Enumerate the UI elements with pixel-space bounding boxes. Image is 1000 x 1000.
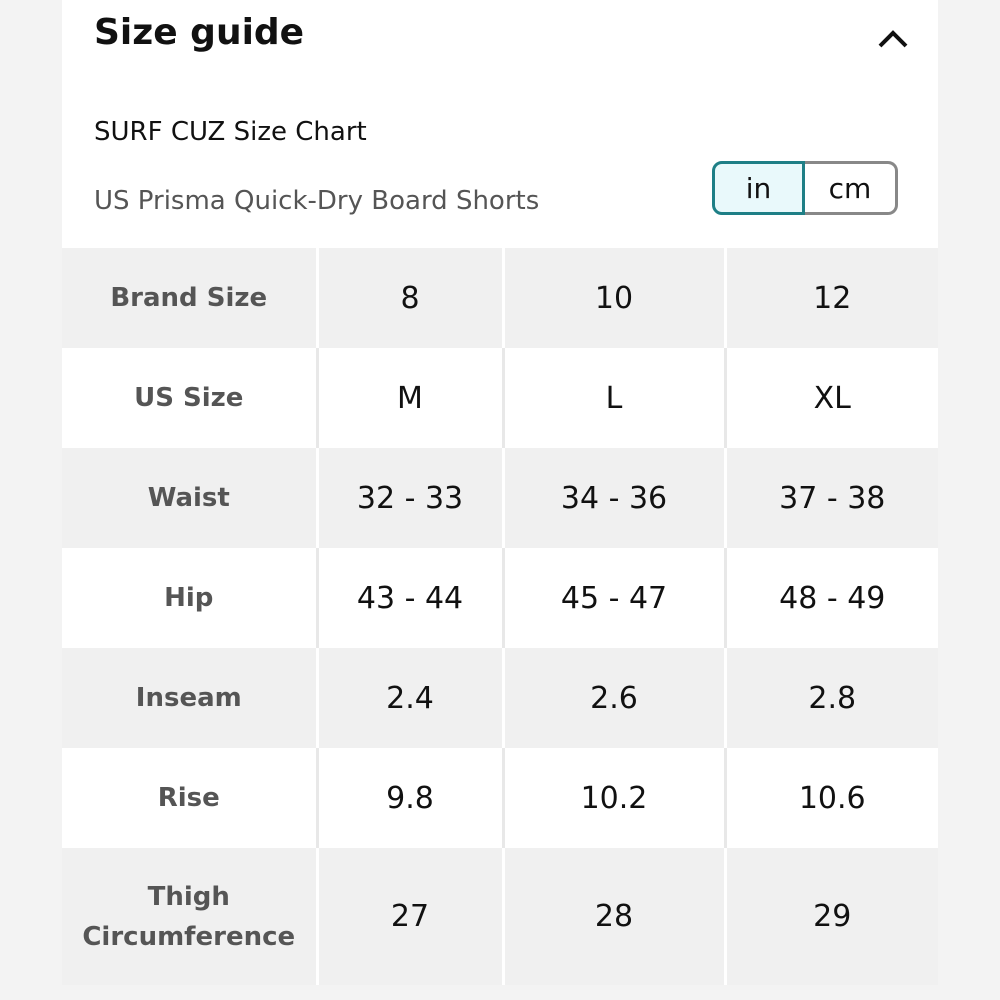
table-row: Brand Size 8 10 12 [62,248,938,348]
table-row: Hip 43 - 44 45 - 47 48 - 49 [62,548,938,648]
table-row: Rise 9.8 10.2 10.6 [62,748,938,848]
cell: L [503,348,727,448]
cell: XL [725,348,938,448]
cell: 12 [725,248,938,348]
row-label: Thigh Circumference [62,848,319,985]
table-row: US Size M L XL [62,348,938,448]
row-label: Rise [62,748,319,848]
cell: 2.4 [317,648,505,748]
cell: 34 - 36 [503,448,727,548]
cell: 29 [725,848,938,985]
cell: 10.6 [725,748,938,848]
title: Size guide [94,12,305,53]
cell: 10.2 [503,748,727,848]
chart-name: SURF CUZ Size Chart [94,117,367,147]
cell: 28 [503,848,727,985]
row-label: US Size [62,348,319,448]
row-label: Brand Size [62,248,319,348]
row-label: Hip [62,548,319,648]
table-row: Thigh Circumference 27 28 29 [62,848,938,985]
cell: 2.8 [725,648,938,748]
cell: 32 - 33 [317,448,505,548]
cell: 10 [503,248,727,348]
unit-cm[interactable]: cm [805,161,898,215]
cell: 43 - 44 [317,548,505,648]
cell: M [317,348,505,448]
cell: 48 - 49 [725,548,938,648]
cell: 37 - 38 [725,448,938,548]
size-guide-panel: Size guide SURF CUZ Size Chart US Prisma… [62,0,938,985]
row-label: Inseam [62,648,319,748]
cell: 9.8 [317,748,505,848]
row-label: Waist [62,448,319,548]
unit-in[interactable]: in [712,161,805,215]
cell: 27 [317,848,505,985]
cell: 8 [317,248,505,348]
table-row: Inseam 2.4 2.6 2.8 [62,648,938,748]
cell: 2.6 [503,648,727,748]
cell: 45 - 47 [503,548,727,648]
product-name: US Prisma Quick-Dry Board Shorts [94,186,540,216]
unit-toggle: in cm [712,161,898,215]
table-row: Waist 32 - 33 34 - 36 37 - 38 [62,448,938,548]
collapse-button[interactable] [876,26,910,50]
size-table: Brand Size 8 10 12 US Size M L XL Waist 32 - 33 34… [62,248,938,985]
